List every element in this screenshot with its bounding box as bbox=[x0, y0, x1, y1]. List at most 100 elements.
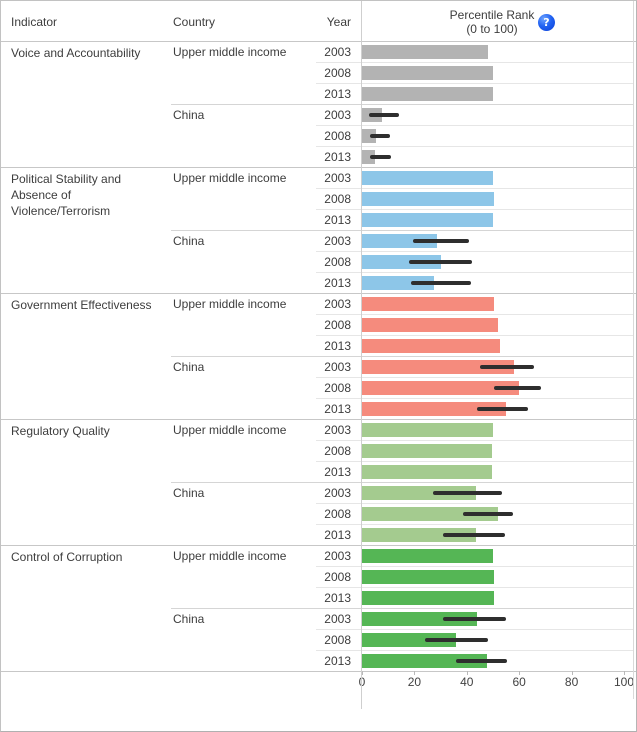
country-separator bbox=[171, 608, 634, 609]
confidence-interval bbox=[494, 385, 542, 390]
value-axis-title-line1: Percentile Rank bbox=[449, 8, 535, 22]
year-label: 2008 bbox=[324, 507, 351, 521]
percentile-bar[interactable] bbox=[362, 485, 476, 500]
country-separator bbox=[171, 356, 634, 357]
country-label: China bbox=[173, 234, 205, 248]
indicator-label: Political Stability and Absence of Viole… bbox=[11, 172, 122, 218]
percentile-bar[interactable] bbox=[362, 548, 493, 563]
help-icon[interactable]: ? bbox=[538, 14, 555, 31]
country-label: China bbox=[173, 360, 205, 374]
percentile-bar[interactable] bbox=[362, 254, 441, 269]
percentile-bar[interactable] bbox=[362, 401, 507, 416]
year-label: 2013 bbox=[324, 87, 351, 101]
year-label: 2003 bbox=[324, 171, 351, 185]
year-label: 2008 bbox=[324, 66, 351, 80]
percentile-bar[interactable] bbox=[362, 653, 487, 668]
indicator-label: Government Effectiveness bbox=[11, 298, 152, 312]
country-label: China bbox=[173, 108, 205, 122]
row-separator bbox=[316, 272, 634, 273]
percentile-bar[interactable] bbox=[362, 86, 493, 101]
confidence-interval bbox=[432, 490, 503, 495]
percentile-bar[interactable] bbox=[362, 317, 499, 332]
axis-tick-label: 0 bbox=[358, 675, 366, 689]
year-label: 2003 bbox=[324, 108, 351, 122]
axis-tick-label: 20 bbox=[407, 675, 422, 689]
axis-tick bbox=[624, 671, 625, 675]
percentile-bar[interactable] bbox=[362, 65, 493, 80]
percentile-bar[interactable] bbox=[362, 359, 514, 374]
country-label: China bbox=[173, 486, 205, 500]
axis-tick bbox=[519, 671, 521, 675]
year-label: 2008 bbox=[324, 381, 351, 395]
country-separator bbox=[171, 230, 634, 231]
year-label: 2003 bbox=[324, 234, 351, 248]
year-label: 2003 bbox=[324, 45, 351, 59]
column-header-indicator: Indicator bbox=[11, 15, 58, 29]
year-label: 2008 bbox=[324, 255, 351, 269]
year-label: 2008 bbox=[324, 444, 351, 458]
percentile-bar[interactable] bbox=[362, 632, 457, 647]
year-label: 2013 bbox=[324, 150, 351, 164]
percentile-bar[interactable] bbox=[362, 527, 476, 542]
percentile-bar[interactable] bbox=[362, 506, 499, 521]
percentile-bar[interactable] bbox=[362, 128, 377, 143]
percentile-bar[interactable] bbox=[362, 569, 495, 584]
value-axis-title-line2: (0 to 100) bbox=[466, 22, 518, 36]
percentile-bar[interactable] bbox=[362, 611, 478, 626]
country-separator bbox=[171, 482, 634, 483]
confidence-interval bbox=[443, 532, 505, 537]
row-separator bbox=[316, 461, 634, 462]
year-label: 2008 bbox=[324, 633, 351, 647]
row-separator bbox=[316, 587, 634, 588]
year-label: 2003 bbox=[324, 360, 351, 374]
year-label: 2008 bbox=[324, 129, 351, 143]
country-label: Upper middle income bbox=[173, 45, 287, 59]
year-label: 2008 bbox=[324, 570, 351, 584]
row-separator bbox=[316, 314, 634, 315]
percentile-bar[interactable] bbox=[362, 170, 493, 185]
row-separator bbox=[316, 566, 634, 567]
country-label: Upper middle income bbox=[173, 171, 287, 185]
axis-tick bbox=[571, 671, 573, 675]
year-label: 2013 bbox=[324, 528, 351, 542]
confidence-interval bbox=[424, 637, 488, 642]
indicator-label: Voice and Accountability bbox=[11, 46, 141, 60]
percentile-bar[interactable] bbox=[362, 233, 437, 248]
row-separator bbox=[316, 125, 634, 126]
year-label: 2003 bbox=[324, 612, 351, 626]
percentile-bar[interactable] bbox=[362, 149, 376, 164]
axis-tick bbox=[362, 671, 363, 675]
axis-tick bbox=[466, 671, 468, 675]
confidence-interval bbox=[369, 133, 390, 138]
percentile-bar[interactable] bbox=[362, 338, 500, 353]
confidence-interval bbox=[456, 658, 508, 663]
country-label: Upper middle income bbox=[173, 423, 287, 437]
percentile-bar[interactable] bbox=[362, 212, 493, 227]
percentile-bar[interactable] bbox=[362, 422, 493, 437]
section-separator bbox=[1, 671, 636, 672]
percentile-bar[interactable] bbox=[362, 44, 488, 59]
percentile-bar[interactable] bbox=[362, 380, 520, 395]
row-separator bbox=[316, 188, 634, 189]
percentile-bar[interactable] bbox=[362, 464, 492, 479]
confidence-interval bbox=[409, 259, 473, 264]
year-label: 2003 bbox=[324, 423, 351, 437]
row-separator bbox=[316, 503, 634, 504]
row-separator bbox=[316, 83, 634, 84]
year-label: 2008 bbox=[324, 318, 351, 332]
row-separator bbox=[316, 398, 634, 399]
plot-right-border bbox=[633, 1, 634, 699]
percentile-bar[interactable] bbox=[362, 275, 434, 290]
row-separator bbox=[316, 440, 634, 441]
indicator-label: Regulatory Quality bbox=[11, 424, 110, 438]
percentile-bar[interactable] bbox=[362, 296, 495, 311]
plot-left-border bbox=[361, 1, 362, 709]
percentile-bar[interactable] bbox=[362, 191, 495, 206]
row-separator bbox=[316, 629, 634, 630]
percentile-bar[interactable] bbox=[362, 443, 492, 458]
percentile-bar[interactable] bbox=[362, 590, 495, 605]
year-label: 2003 bbox=[324, 297, 351, 311]
country-label: Upper middle income bbox=[173, 297, 287, 311]
section-separator bbox=[1, 293, 636, 294]
